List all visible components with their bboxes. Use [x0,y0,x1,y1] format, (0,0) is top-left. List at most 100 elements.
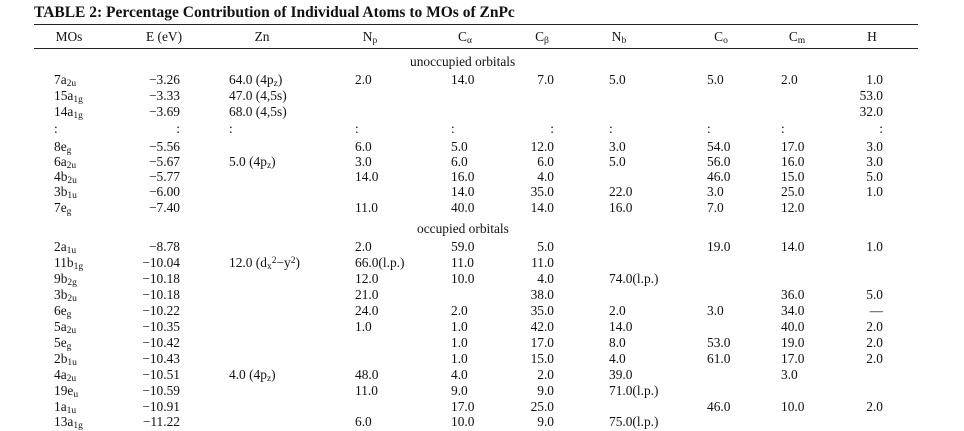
mo-label: 6eg [54,303,71,320]
nb-value: 8.0 [609,335,626,350]
calpha-value: 11.0 [451,255,474,270]
mo-name: 5a [54,319,67,334]
energy-value: : [176,121,180,136]
cbeta-value: 9.0 [537,383,554,398]
energy-value: −6.00 [149,184,180,199]
cbeta-value: 2.0 [537,367,554,382]
zn-text: 5.0 (4p [229,154,267,169]
header-subscript: p [372,36,378,46]
nb-value: : [609,121,613,136]
cbeta-value: 14.0 [530,200,554,215]
co-value: 53.0 [707,335,731,350]
np-value: 12.0 [355,271,379,286]
np-value: 11.0 [355,383,378,398]
nb-value: 3.0 [609,139,626,154]
energy-value: −10.43 [142,351,180,366]
header-label: E (eV) [145,29,183,44]
zn-subscript: x [266,262,272,272]
nb-value: 22.0 [609,184,633,199]
nb-value: 71.0(l.p.) [609,383,659,398]
header-label: C [535,29,545,44]
cm-value: 15.0 [781,169,805,184]
cm-value: 36.0 [781,287,805,302]
energy-value: −10.18 [142,287,180,302]
zn-value: : [229,121,233,136]
mo-label: 1a1u [54,399,76,416]
mo-symmetry: 1u [66,246,77,256]
h-value: 2.0 [866,351,883,366]
cm-value: 34.0 [781,303,805,318]
table-title: TABLE 2: Percentage Contribution of Indi… [34,4,515,21]
cbeta-value: 9.0 [537,414,554,429]
calpha-value: 14.0 [451,72,475,87]
energy-value: −10.22 [142,303,180,318]
h-value: 2.0 [866,319,883,334]
header-label: C [788,29,798,44]
mo-label: 8eg [54,139,71,156]
cbeta-value: 35.0 [530,303,554,318]
header-rule [34,48,918,49]
np-value: 48.0 [355,367,379,382]
header-mos: MOs [29,29,109,44]
mo-name: 5e [54,335,67,350]
header-subscript: α [466,36,472,46]
co-value: 3.0 [707,303,724,318]
co-value: 54.0 [707,139,731,154]
co-value: 3.0 [707,184,724,199]
header-calpha: Cα [425,29,505,46]
zn-superscript: 2 [290,256,296,266]
energy-value: −3.26 [149,72,180,87]
mo-name: 2a [54,239,67,254]
calpha-value: 4.0 [451,367,468,382]
header-subscript: b [621,36,627,46]
h-value: 5.0 [866,169,883,184]
mo-name: 6a [54,154,67,169]
zn-text: 12.0 (d [229,255,267,270]
cbeta-value: 25.0 [530,399,554,414]
h-value: 2.0 [866,399,883,414]
calpha-value: : [451,121,455,136]
header-h: H [832,29,912,44]
cbeta-value: 38.0 [530,287,554,302]
cm-value: : [781,121,785,136]
mo-symmetry: 1g [73,111,83,121]
zn-text: 47.0 (4,5s) [229,88,287,103]
cbeta-value: 4.0 [537,271,554,286]
energy-value: −5.56 [149,139,180,154]
cm-value: 17.0 [781,139,805,154]
cm-value: 19.0 [781,335,805,350]
calpha-value: 14.0 [451,184,475,199]
calpha-value: 6.0 [451,154,468,169]
mo-symmetry: 1u [67,358,77,368]
nb-value: 14.0 [609,319,633,334]
cbeta-value: 15.0 [530,351,554,366]
mo-name: 7e [54,200,67,215]
cbeta-value: 17.0 [530,335,554,350]
mo-symmetry: g [66,207,72,217]
zn-text: ) [271,367,276,382]
zn-superscript: 2 [271,256,277,266]
energy-value: −10.42 [142,335,180,350]
zn-text: ) [271,154,276,169]
header-subscript: β [544,36,549,46]
co-value: 56.0 [707,154,731,169]
co-value: : [707,121,711,136]
mo-name: 9b [54,271,68,286]
header-energy: E (eV) [124,29,204,44]
energy-value: −10.04 [142,255,180,270]
zn-value: 64.0 (4pz) [229,72,282,89]
header-zn: Zn [222,29,302,44]
calpha-value: 1.0 [451,351,468,366]
np-value: 1.0 [355,319,372,334]
mo-label: 13a1g [54,414,83,431]
cm-value: 17.0 [781,351,805,366]
mo-symmetry: 2u [66,326,77,336]
cm-value: 40.0 [781,319,805,334]
nb-value: 2.0 [609,303,626,318]
co-value: 5.0 [707,72,724,87]
mo-label: : [54,121,58,136]
header-cm: Cm [757,29,837,46]
energy-value: −7.40 [149,200,180,215]
h-value: 1.0 [866,72,883,87]
np-value: 66.0(l.p.) [355,255,405,270]
